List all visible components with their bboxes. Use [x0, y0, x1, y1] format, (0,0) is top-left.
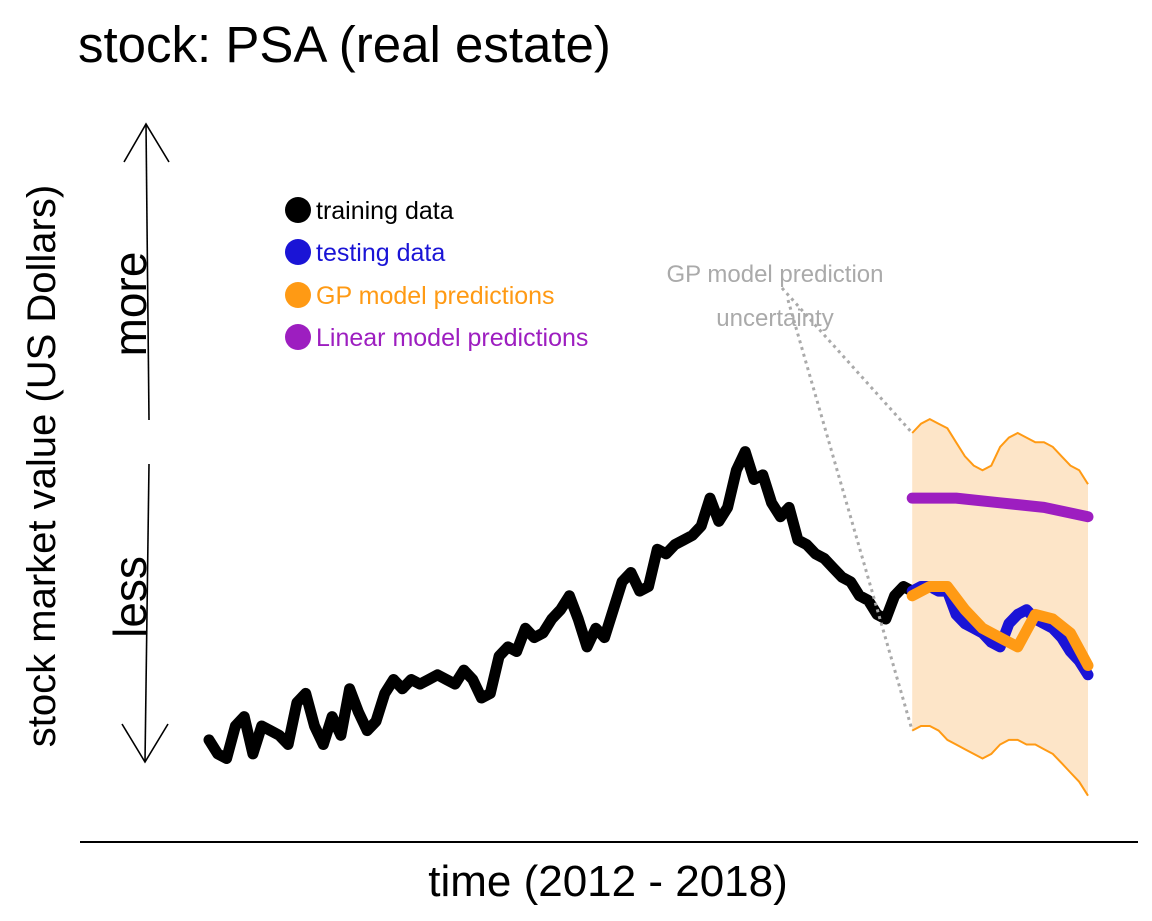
annotation-leader: [780, 286, 914, 435]
legend-label: training data: [316, 197, 454, 225]
uncertainty-upper-bound: [911, 417, 1089, 485]
annotation-leader: [786, 299, 914, 732]
training-data-line: [203, 446, 918, 764]
y-axis-label: stock market value (US Dollars): [20, 185, 64, 747]
legend-item: testing data: [285, 239, 445, 267]
linear-prediction-line: [906, 492, 1094, 523]
legend: training data testing data GP model predic…: [285, 197, 588, 352]
legend-label: testing data: [316, 239, 445, 267]
up-arrow: [123, 122, 170, 421]
uncertainty-band: [912, 419, 1088, 796]
legend-marker: [285, 197, 311, 223]
legend-marker: [285, 239, 311, 265]
less-label: less: [104, 556, 156, 638]
legend-item: GP model predictions: [285, 282, 555, 310]
down-arrow: [121, 463, 169, 764]
uncertainty-annotation: GP model prediction uncertainty: [666, 261, 914, 732]
annotation-text: uncertainty: [716, 305, 833, 332]
chart-title: stock: PSA (real estate): [78, 16, 611, 73]
plot-area: [203, 417, 1094, 797]
gp-prediction-line: [906, 581, 1094, 671]
legend-item: training data: [285, 197, 454, 225]
legend-marker: [285, 324, 311, 350]
legend-label: GP model predictions: [316, 282, 555, 310]
legend-label: Linear model predictions: [316, 324, 588, 352]
uncertainty-lower-bound: [911, 725, 1089, 797]
x-axis-label: time (2012 - 2018): [428, 857, 788, 906]
legend-item: Linear model predictions: [285, 324, 588, 352]
legend-marker: [285, 282, 311, 308]
more-label: more: [104, 252, 156, 357]
annotation-text: GP model prediction: [666, 261, 883, 288]
